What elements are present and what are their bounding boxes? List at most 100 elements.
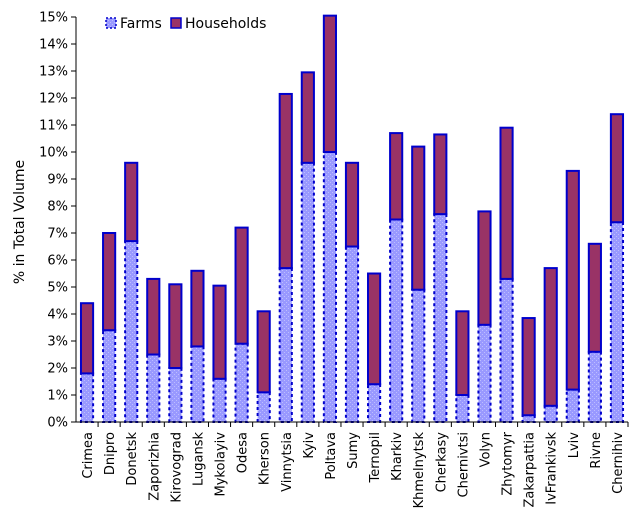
bar-households-chernivtsi [455,310,470,396]
bar-households-lviv [565,169,580,391]
legend-swatch-households [170,17,182,29]
bar-households-kherson [256,310,271,394]
y-tick-label: 7% [47,227,68,242]
x-tick-label: Zhytomyr [501,431,516,495]
x-tick-label: Cherkasy [434,432,449,493]
x-tick-label: Lugansk [191,432,206,486]
bar-households-kharkiv [389,132,404,221]
x-tick-label: Lviv [567,432,582,459]
bar-farms-rivne [587,350,602,423]
bar-households-kyiv [300,71,315,164]
x-tick-label: Rivne [589,432,604,469]
x-tick-label: Crimea [81,432,96,479]
bar-farms-kyiv [300,161,315,424]
x-tick-label: Zaporizhia [147,432,162,501]
y-axis-label: % in Total Volume [12,160,28,284]
bar-farms-kirovograd [168,367,183,423]
x-tick-labels: Crimea Dnipro Donetsk Zaporizhia Kirovograd L… [81,431,626,508]
bar-households-ivfrankivsk [543,267,558,407]
bar-farms-ternopil [367,383,382,424]
axes [71,16,629,427]
bar-farms-zaporizhia [146,353,161,423]
legend: Farms Households [105,16,266,32]
y-tick-label: 11% [39,119,68,134]
bar-farms-donetsk [124,240,139,423]
bar-farms-odesa [234,342,249,424]
bar-farms-cherkasy [433,213,448,423]
x-tick-label: Volyn [478,432,493,467]
bar-farms-crimea [79,372,95,423]
x-tick-label: Odesa [236,432,251,473]
bar-households-zakarpattia [521,317,536,417]
bar-farms-vinnytsia [278,267,293,423]
bar-households-odesa [234,226,249,345]
x-tick-label: IvFrankivsk [545,432,560,505]
bar-households-dnipro [102,232,117,332]
bar-farms-zakarpattia [521,414,536,423]
bar-households-rivne [587,242,602,353]
x-tick-label: Kherson [258,432,273,485]
x-tick-label: Ternopil [368,432,383,484]
bar-farms-zhytomyr [499,277,514,423]
bar-households-kirovograd [168,283,183,369]
y-tick-label: 2% [47,362,68,377]
x-tick-label: Zakarpattia [523,432,538,507]
y-tick-label: 4% [47,308,68,323]
bar-farms-chernihiv [609,221,625,423]
bar-farms-kherson [256,391,271,423]
bar-households-vinnytsia [278,92,293,270]
legend-swatch-farms [105,17,117,29]
bar-households-ternopil [367,272,382,386]
y-tick-label: 14% [39,38,68,53]
legend-label-households: Households [185,16,266,32]
y-tick-label: 15% [39,11,68,26]
bar-households-sumy [344,161,360,248]
x-tick-label: Mykolayiv [214,432,229,497]
bar-farms-khmelnytsk [411,288,426,424]
bar-farms-sumy [344,245,360,423]
x-tick-label: Kyiv [302,432,317,459]
bar-households-chernihiv [609,113,625,224]
x-tick-label: Khmelnytsk [412,432,427,509]
bar-farms-poltava [322,151,337,423]
bar-households-zaporizhia [146,277,161,356]
x-tick-label: Kirovograd [169,432,184,503]
y-tick-labels: 0% 1% 2% 3% 4% 5% 6% 7% 8% 9% 10% 11% 12% 13% 14% 15% [39,11,68,431]
bar-farms-dnipro [102,329,117,424]
y-tick-label: 5% [47,281,68,296]
bar-households-crimea [79,302,95,375]
x-tick-label: Chernihiv [611,432,626,494]
y-tick-label: 9% [47,173,68,188]
y-tick-label: 1% [47,389,68,404]
bar-farms-ivfrankivsk [543,404,558,423]
y-tick-label: 6% [47,254,68,269]
y-tick-label: 12% [39,92,68,107]
y-tick-label: 0% [47,416,68,431]
y-tick-label: 10% [39,146,68,161]
bar-farms-chernivtsi [455,394,470,423]
bar-farms-volyn [477,323,492,423]
bar-households-cherkasy [433,133,448,216]
x-tick-label: Poltava [324,432,339,480]
bar-farms-lugansk [190,345,205,423]
y-tick-label: 3% [47,335,68,350]
bars [79,14,625,424]
bar-households-mykolayiv [212,284,227,380]
legend-label-farms: Farms [120,16,162,32]
bar-households-lugansk [190,269,205,348]
bar-farms-kharkiv [389,218,404,423]
x-tick-label: Sumy [346,432,361,469]
bar-farms-lviv [565,388,580,424]
bar-households-poltava [322,14,337,154]
bar-households-volyn [477,210,492,326]
x-tick-label: Donetsk [125,432,140,486]
bar-households-donetsk [124,161,139,243]
bar-households-khmelnytsk [411,145,426,291]
y-tick-label: 13% [39,65,68,80]
x-tick-label: Vinnytsia [280,432,295,492]
y-tick-label: 8% [47,200,68,215]
x-tick-label: Kharkiv [390,432,405,481]
bar-households-zhytomyr [499,126,514,280]
x-tick-label: Dnipro [103,432,118,475]
